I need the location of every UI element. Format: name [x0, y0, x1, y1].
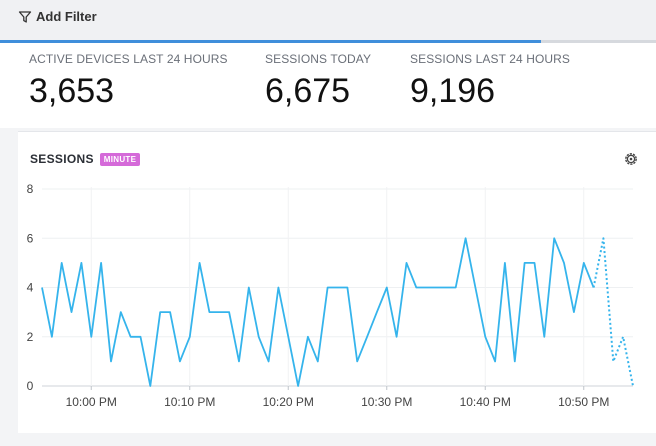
stat-value: 6,675 — [265, 72, 351, 110]
stat-label: ACTIVE DEVICES LAST 24 HOURS — [29, 52, 228, 66]
x-tick-label: 10:20 PM — [263, 395, 314, 409]
loading-progress-fill — [0, 40, 542, 43]
stat-sessions-today: SESSIONS TODAY 6,675 — [265, 52, 371, 111]
loading-progress-bar — [0, 40, 656, 43]
series-line — [41, 237, 595, 387]
stat-label: SESSIONS LAST 24 HOURS — [410, 52, 571, 66]
stats-row: ACTIVE DEVICES LAST 24 HOURS 3,653 SESSI… — [0, 43, 656, 128]
add-filter-button[interactable]: Add Filter — [18, 9, 97, 24]
stat-active-devices: ACTIVE DEVICES LAST 24 HOURS 3,653 — [29, 52, 228, 111]
gear-icon[interactable] — [624, 152, 638, 166]
series-line-partial — [592, 237, 634, 387]
x-tick-label: 10:10 PM — [164, 395, 215, 409]
x-tick-label: 10:30 PM — [361, 395, 412, 409]
y-tick-label: 8 — [27, 182, 34, 196]
stat-value: 9,196 — [410, 72, 496, 110]
y-tick-label: 6 — [27, 231, 34, 245]
add-filter-label: Add Filter — [36, 9, 97, 24]
stat-value: 3,653 — [29, 72, 115, 110]
sessions-panel: SESSIONS MINUTE 0 2 4 6 8 10:00 PM 10:10 PM 10:… — [18, 131, 656, 433]
y-tick-label: 0 — [27, 379, 34, 393]
filter-funnel-icon — [18, 10, 32, 23]
x-tick-label: 10:40 PM — [460, 395, 511, 409]
interval-badge[interactable]: MINUTE — [99, 152, 141, 166]
toolbar: Add Filter — [0, 0, 656, 40]
stat-sessions-24h: SESSIONS LAST 24 HOURS 9,196 — [410, 52, 570, 111]
x-tick-label: 10:50 PM — [558, 395, 609, 409]
y-tick-label: 2 — [27, 330, 34, 344]
panel-title: SESSIONS — [30, 152, 94, 166]
panel-header: SESSIONS MINUTE — [30, 152, 141, 166]
stat-label: SESSIONS TODAY — [265, 52, 372, 66]
y-tick-label: 4 — [27, 281, 34, 295]
sessions-line-chart: 0 2 4 6 8 10:00 PM 10:10 PM 10:20 PM 10:30 PM 10:… — [27, 182, 634, 409]
x-tick-label: 10:00 PM — [66, 395, 117, 409]
